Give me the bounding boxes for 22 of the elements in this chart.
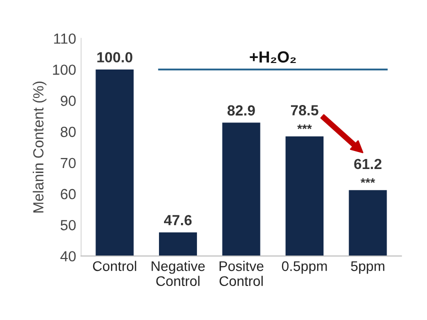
data-label: 82.9 [228, 105, 255, 116]
x-tick-label: Positve Control [220, 260, 264, 286]
y-tick-label: 70 [60, 158, 76, 168]
data-label: 100.0 [97, 52, 132, 62]
annotation: *** [360, 178, 376, 183]
y-axis-title: Melanin Content (%) [32, 82, 46, 212]
y-tick-label: 100 [53, 64, 76, 75]
y-tick-label: 90 [60, 96, 76, 106]
x-tick-label: 5ppm [351, 261, 384, 274]
y-tick-label: 60 [60, 188, 76, 200]
data-label: 47.6 [164, 215, 192, 226]
x-tick-label: Control [92, 260, 136, 272]
ref-line-label: +H₂O₂ [250, 51, 296, 63]
y-tick-label: 40 [60, 251, 76, 262]
y-tick-label: 110 [54, 34, 76, 44]
y-tick-label: 80 [60, 126, 76, 138]
x-tick-label: Negative Control [152, 260, 205, 286]
data-label: 61.2 [354, 158, 382, 170]
data-label: 78.5 [290, 105, 318, 116]
y-tick-label: 50 [60, 220, 76, 230]
annotation: *** [297, 124, 312, 130]
x-tick-label: 0.5ppm [282, 261, 327, 274]
